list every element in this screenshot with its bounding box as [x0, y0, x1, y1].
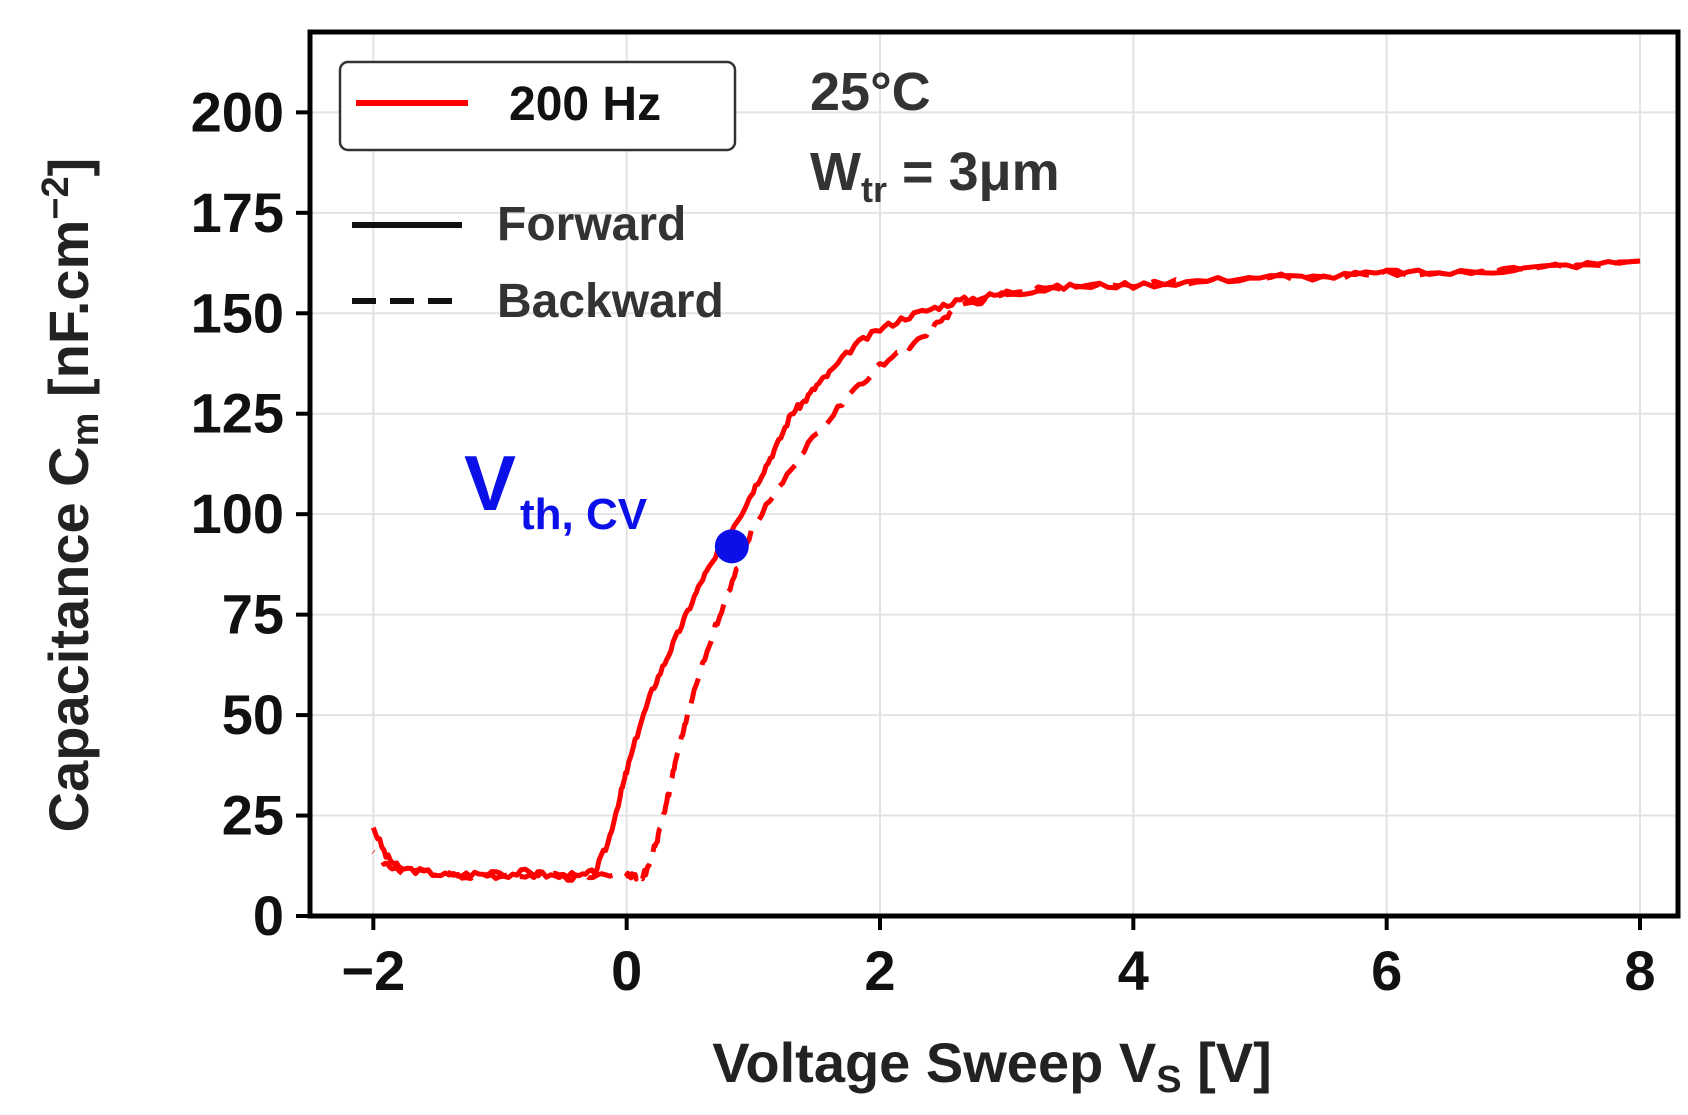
x-tick-label: 0 [611, 939, 642, 1002]
vth-label-main: V [464, 439, 516, 527]
plot-frame [307, 29, 1681, 919]
grid-lines [310, 32, 1678, 917]
y-axis-label-main: Capacitance C [37, 446, 100, 832]
x-axis-label: Voltage Sweep VS [V] [712, 1031, 1272, 1101]
y-tick-label: 0 [253, 884, 284, 947]
y-tick-label: 125 [191, 382, 284, 445]
width-main: W [810, 142, 861, 202]
y-axis-label-sup: −2 [35, 176, 77, 219]
y-tick-label: 100 [191, 482, 284, 545]
y-axis-label: Capacitance Cm [nF.cm−2] [35, 158, 107, 833]
legend-forward-label: Forward [497, 198, 686, 251]
width-annotation: Wtr = 3μm [810, 142, 1060, 210]
x-tick-label: 6 [1371, 939, 1402, 1002]
series-group [370, 258, 1641, 884]
y-tick-label: 75 [222, 583, 284, 646]
legend-backward-label: Backward [497, 275, 724, 328]
vth-marker-group [714, 529, 749, 564]
legend-box [338, 60, 737, 152]
vth-label-sub: th, CV [520, 490, 648, 539]
legend-200hz-label: 200 Hz [509, 78, 661, 131]
y-tick-label: 200 [191, 80, 284, 143]
y-tick-label: 175 [191, 181, 284, 244]
y-tick-label: 50 [222, 683, 284, 746]
legend: 200 Hz Forward Backward [338, 60, 737, 328]
width-value: = 3μm [887, 142, 1060, 202]
y-tick-label: 150 [191, 281, 284, 344]
x-tick-label: 8 [1624, 939, 1655, 1002]
vth-label: Vth, CV [464, 439, 648, 539]
x-tick-label: −2 [341, 939, 405, 1002]
forward-sweep-line [370, 258, 1641, 883]
vth-point [714, 529, 749, 564]
axis-ticks: −2 0 2 4 6 8 0 25 50 75 100 125 150 175 200 [191, 80, 1656, 1002]
y-axis-label-sub: m [65, 413, 107, 447]
temperature-annotation: 25°C [810, 62, 931, 122]
width-sub: tr [861, 169, 887, 210]
y-axis-label-unit: [nF.cm [37, 220, 100, 413]
x-tick-label: 4 [1118, 939, 1149, 1002]
x-axis-label-unit: [V] [1182, 1031, 1272, 1094]
x-axis-label-sub: S [1156, 1059, 1181, 1101]
x-tick-label: 2 [864, 939, 895, 1002]
y-tick-label: 25 [222, 784, 284, 847]
x-axis-label-main: Voltage Sweep V [712, 1031, 1156, 1094]
y-axis-label-close: ] [37, 158, 100, 177]
backward-sweep-line [371, 258, 1641, 884]
